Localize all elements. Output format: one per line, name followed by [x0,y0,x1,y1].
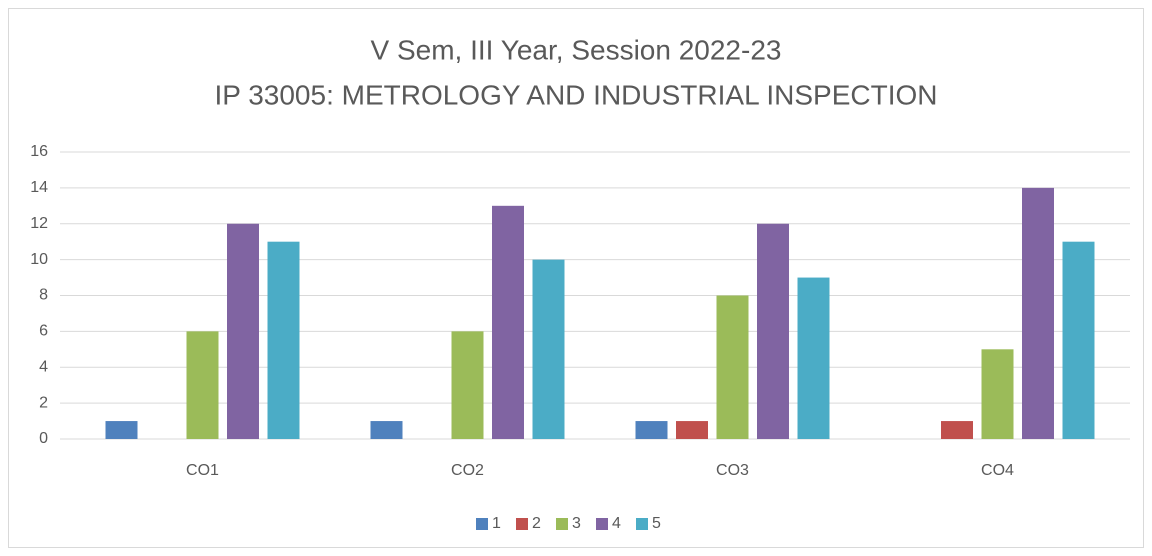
y-tick-label: 2 [39,394,48,411]
legend-swatch [476,518,488,530]
legend-label: 2 [532,515,541,532]
x-tick-label: CO4 [981,462,1014,479]
bar [941,421,973,439]
bar [492,205,524,439]
y-tick-label: 6 [39,323,48,340]
x-tick-label: CO1 [186,462,219,479]
bar [532,259,565,439]
x-tick-label: CO2 [451,462,484,479]
bar [370,421,403,439]
y-tick-label: 4 [39,358,48,375]
y-tick-label: 10 [30,251,48,268]
chart-subtitle: IP 33005: METROLOGY AND INDUSTRIAL INSPE… [214,79,937,110]
y-tick-label: 0 [39,430,48,447]
bar [1022,187,1054,439]
chart-border [8,8,1144,548]
chart-title: V Sem, III Year, Session 2022-23 [371,34,782,65]
legend-label: 4 [612,515,621,532]
bar [797,277,830,439]
y-tick-label: 14 [30,179,48,196]
legend-swatch [636,518,648,530]
legend-swatch [556,518,568,530]
bar [757,223,789,439]
bar [186,331,219,439]
legend-label: 1 [492,515,501,532]
legend-label: 5 [652,515,661,532]
bar [676,421,708,439]
bar [716,295,749,439]
legend-swatch [596,518,608,530]
y-tick-label: 8 [39,287,48,304]
y-tick-label: 12 [30,215,48,232]
bar [981,349,1014,439]
bar [267,241,300,439]
bar [1062,241,1095,439]
bar [105,421,138,439]
bar [451,331,484,439]
bar [635,421,668,439]
legend-swatch [516,518,528,530]
legend-label: 3 [572,515,581,532]
y-tick-label: 16 [30,143,48,160]
bar [227,223,259,439]
x-tick-label: CO3 [716,462,749,479]
